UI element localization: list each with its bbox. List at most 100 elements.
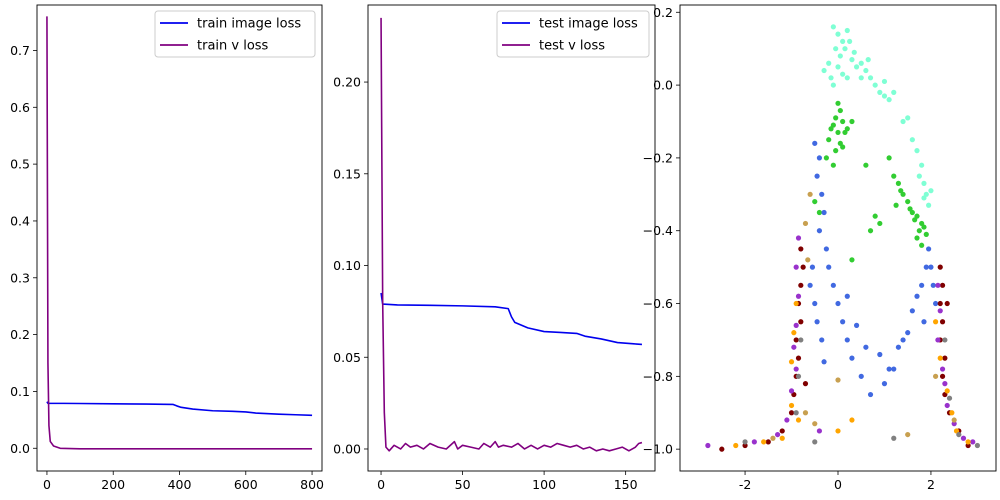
scatter-point bbox=[837, 107, 843, 114]
scatter-point bbox=[833, 148, 839, 154]
scatter-point bbox=[795, 373, 802, 379]
y-tick-label: 0.0 bbox=[653, 78, 673, 93]
scatter-point bbox=[932, 373, 939, 379]
scatter-point bbox=[921, 319, 927, 325]
legend: test image loss test v loss bbox=[496, 10, 650, 58]
scatter-point bbox=[791, 344, 797, 350]
scatter-point bbox=[905, 431, 911, 438]
scatter-point bbox=[881, 381, 888, 387]
scatter-point bbox=[909, 137, 915, 143]
scatter-point bbox=[809, 264, 816, 270]
scatter-point bbox=[791, 330, 797, 336]
y-tick-label: 0.0 bbox=[10, 441, 30, 456]
scatter-point bbox=[830, 82, 836, 88]
scatter-point bbox=[919, 162, 925, 168]
scatter-point bbox=[793, 300, 799, 307]
scatter-point bbox=[840, 144, 846, 150]
scatter-point bbox=[946, 395, 953, 401]
x-tick-label: 50 bbox=[455, 477, 471, 492]
scatter-point bbox=[816, 209, 823, 216]
scatter-point bbox=[937, 300, 943, 307]
series-line-2 bbox=[46, 16, 313, 450]
axes-frame bbox=[679, 4, 997, 472]
train-loss-chart: 0 200 400 600 800 0.0 0.1 0.2 0.3 0.4 0.5 0.6 0.7 tra… bbox=[10, 4, 324, 492]
scatter-point bbox=[923, 264, 929, 270]
scatter-point bbox=[793, 366, 799, 372]
scatter-point bbox=[821, 67, 827, 74]
scatter-point bbox=[905, 198, 911, 205]
scatter-point bbox=[812, 439, 818, 445]
scatter-point bbox=[847, 38, 853, 45]
scatter-point bbox=[881, 93, 888, 99]
scatter-point bbox=[939, 366, 946, 372]
scatter-point bbox=[937, 308, 943, 314]
plot-area bbox=[46, 16, 313, 450]
scatter-point bbox=[849, 57, 855, 63]
scatter-point bbox=[867, 391, 874, 398]
scatter-point bbox=[719, 446, 725, 452]
scatter-point bbox=[919, 282, 925, 288]
x-tick-label: 800 bbox=[300, 477, 324, 492]
scatter-point bbox=[835, 100, 841, 106]
y-tick-label: 0.2 bbox=[10, 327, 30, 342]
scatter-point bbox=[960, 435, 967, 441]
scatter-point bbox=[898, 188, 904, 194]
scatter-point bbox=[853, 322, 860, 328]
scatter-point bbox=[798, 337, 804, 343]
scatter-point bbox=[895, 180, 902, 186]
scatter-point bbox=[844, 126, 850, 132]
scatter-point bbox=[853, 64, 860, 70]
scatter-point bbox=[784, 417, 790, 423]
scatter-point bbox=[844, 337, 850, 343]
scatter-point bbox=[807, 191, 813, 197]
scatter-point bbox=[858, 60, 864, 66]
scatter-point bbox=[858, 373, 864, 379]
scatter-point bbox=[733, 442, 739, 449]
scatter-point bbox=[849, 417, 855, 423]
scatter-point bbox=[937, 264, 943, 270]
scatter-point bbox=[937, 355, 943, 361]
scatter-point bbox=[802, 381, 809, 387]
x-tick-label: 100 bbox=[532, 477, 556, 492]
scatter-point bbox=[835, 377, 841, 383]
scatter-point bbox=[812, 421, 818, 427]
scatter-point bbox=[965, 442, 971, 449]
scatter-point bbox=[928, 264, 934, 270]
y-tick-label: 0.15 bbox=[333, 166, 361, 181]
scatter-point bbox=[872, 82, 878, 88]
scatter-point bbox=[788, 410, 795, 416]
scatter-point bbox=[795, 417, 802, 423]
scatter-point bbox=[835, 129, 841, 136]
scatter-point bbox=[819, 337, 825, 343]
scatter-point bbox=[788, 402, 795, 409]
scatter-point bbox=[905, 115, 911, 121]
scatter-point bbox=[886, 97, 892, 103]
x-tick-label: 0 bbox=[43, 477, 51, 492]
scatter-point bbox=[828, 75, 834, 81]
legend-label: test image loss bbox=[539, 17, 638, 32]
scatter-point bbox=[863, 344, 869, 350]
scatter-point bbox=[798, 282, 804, 288]
scatter-point bbox=[942, 355, 948, 361]
scatter-point bbox=[905, 330, 911, 336]
scatter-point bbox=[893, 202, 899, 208]
scatter-point bbox=[705, 442, 711, 449]
series-line-1 bbox=[46, 401, 313, 417]
y-tick-label: 0.4 bbox=[10, 213, 30, 228]
scatter-point bbox=[828, 126, 834, 132]
scatter-point bbox=[765, 439, 771, 445]
y-tick-label: 0.2 bbox=[653, 5, 673, 20]
scatter-point bbox=[802, 410, 809, 416]
scatter-point bbox=[774, 431, 781, 438]
scatter-point bbox=[886, 366, 892, 372]
scatter-point bbox=[842, 46, 848, 52]
scatter-point bbox=[849, 257, 855, 263]
scatter-point bbox=[835, 64, 841, 70]
scatter-point bbox=[816, 155, 823, 161]
y-tick-label: 0.1 bbox=[10, 384, 30, 399]
series-line-1 bbox=[380, 292, 643, 346]
legend-label: train v loss bbox=[197, 39, 269, 54]
scatter-point bbox=[833, 46, 839, 52]
y-tick-label: 0.00 bbox=[333, 441, 361, 456]
